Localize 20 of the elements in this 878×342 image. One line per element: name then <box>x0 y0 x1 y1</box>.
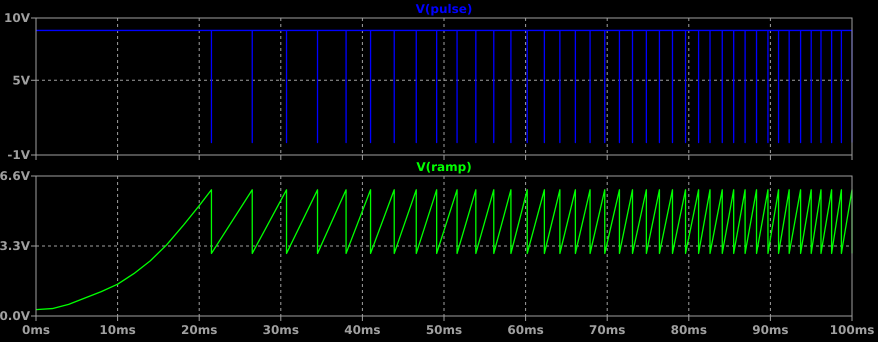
series-label: V(ramp) <box>416 160 472 174</box>
x-tick-label: 70ms <box>589 323 626 337</box>
y-tick-label: -1V <box>7 148 31 162</box>
x-tick-label: 20ms <box>181 323 218 337</box>
x-tick-label: 80ms <box>670 323 707 337</box>
y-tick-label: 3.3V <box>0 239 31 254</box>
x-tick-label: 50ms <box>426 323 462 337</box>
x-tick-label: 40ms <box>344 323 381 337</box>
y-tick-label: 6.6V <box>0 169 31 184</box>
x-tick-label: 100ms <box>830 323 874 337</box>
line-series <box>35 189 853 310</box>
x-tick-label: 0ms <box>22 323 50 337</box>
y-tick-label: 10V <box>4 11 31 26</box>
x-tick-label: 60ms <box>507 323 544 337</box>
x-tick-label: 30ms <box>262 323 299 337</box>
y-tick-label: 0.0V <box>0 309 31 324</box>
y-tick-label: 5V <box>12 73 31 88</box>
x-tick-label: 10ms <box>99 323 136 337</box>
x-tick-label: 90ms <box>752 323 789 337</box>
series-label: V(pulse) <box>416 2 472 16</box>
